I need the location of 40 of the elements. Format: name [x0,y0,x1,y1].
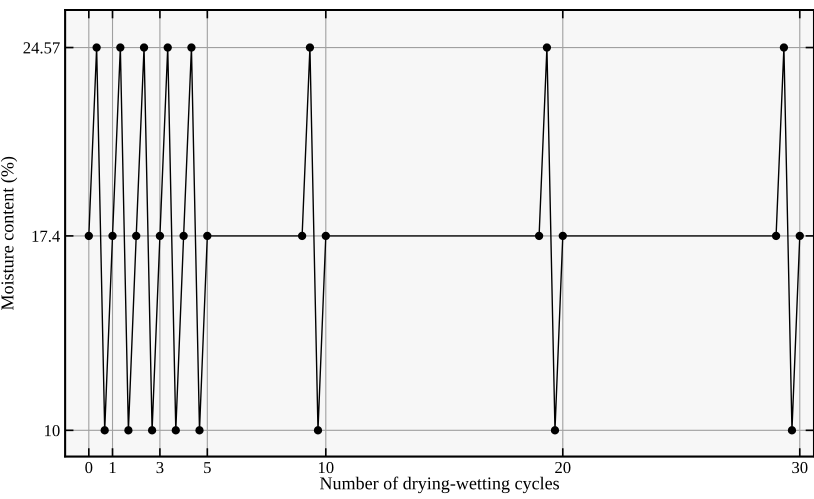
point [780,43,788,52]
point [116,43,125,52]
y-tick-label: 17.4 [32,230,60,242]
point [550,426,560,434]
point [796,232,804,240]
point [100,426,109,434]
x-axis-title: Number of drying-wetting cycles [320,476,559,494]
x-tick-label: 10 [318,462,334,474]
point [772,232,780,240]
y-axis-title: Moisture content (%) [0,156,18,310]
point [164,43,172,52]
point [298,232,306,240]
x-tick-label: 5 [204,462,211,474]
point [179,232,188,240]
x-tick-label: 3 [156,462,164,474]
point [558,232,567,240]
point [187,43,196,52]
point [172,426,180,434]
point [542,43,552,52]
point [84,232,93,240]
point [534,232,544,240]
x-tick-label: 20 [555,462,570,474]
point [92,43,101,52]
x-tick-label: 30 [792,462,808,474]
point [314,426,322,434]
point [148,426,156,434]
point [306,43,314,52]
point [195,426,204,434]
point [140,43,148,52]
point [788,426,796,434]
y-tick-label: 10 [45,425,60,436]
x-tick-label: 0 [85,462,92,474]
point [156,232,164,240]
y-tick-label: 24.57 [23,42,60,54]
point [108,232,117,240]
point [322,232,330,240]
point [132,232,140,240]
point [124,426,133,434]
point [203,232,212,240]
x-tick-label: 1 [110,462,116,474]
